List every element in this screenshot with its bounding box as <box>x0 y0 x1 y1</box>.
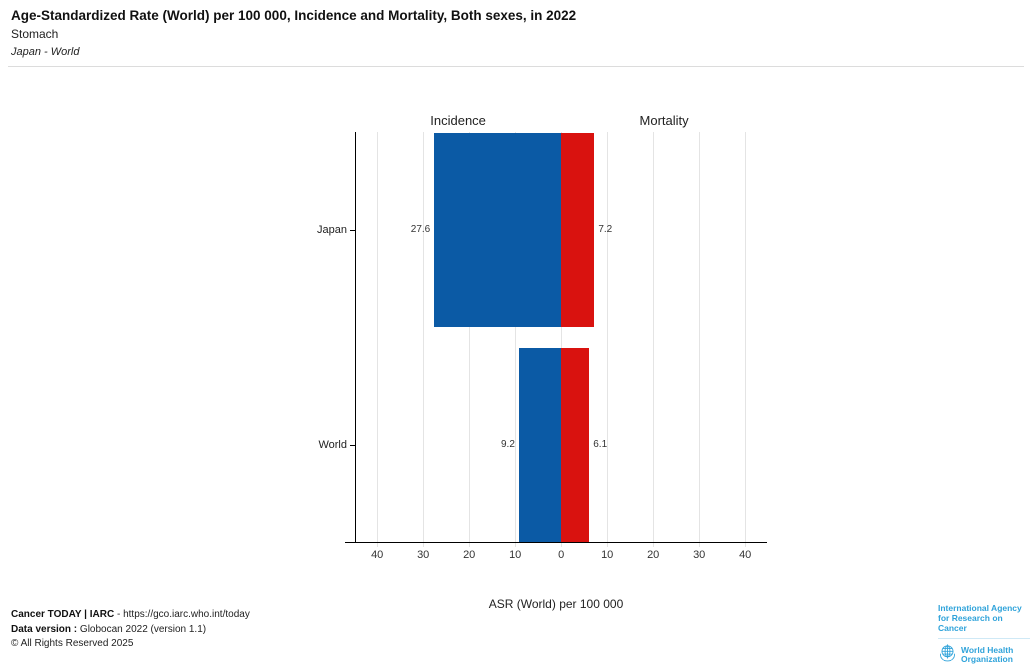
x-tick-label: 30 <box>417 549 430 561</box>
iarc-who-logo: International Agency for Research on Can… <box>938 603 1030 667</box>
category-tick <box>350 230 355 231</box>
incidence-value-label: 9.2 <box>500 439 515 450</box>
gridline <box>653 132 655 547</box>
incidence-bar <box>434 133 562 327</box>
x-tick-label: 10 <box>601 549 614 561</box>
incidence-bar <box>518 348 562 542</box>
mortality-column-header: Mortality <box>639 113 689 128</box>
page-title: Age-Standardized Rate (World) per 100 00… <box>11 8 577 23</box>
x-tick-label: 40 <box>739 549 752 561</box>
who-logo-line2: Organization <box>961 654 1013 664</box>
category-label: Japan <box>317 224 347 236</box>
gridline <box>699 132 701 547</box>
gridline <box>423 132 425 547</box>
who-logo-line1: World Health <box>961 644 1014 655</box>
mortality-bar <box>561 133 595 327</box>
iarc-logo-text: International Agency for Research on Can… <box>938 603 1030 633</box>
data-version-label: Data version : <box>11 623 78 635</box>
iarc-logo-line2: for Research on Cancer <box>938 613 1003 633</box>
category-label: World <box>318 439 347 451</box>
header-divider <box>8 66 1024 67</box>
who-emblem-icon <box>938 643 957 667</box>
gridline <box>377 132 379 547</box>
x-tick-label: 20 <box>463 549 476 561</box>
x-tick-label: 40 <box>371 549 384 561</box>
x-tick-label: 20 <box>647 549 660 561</box>
who-logo-row: World Health Organization <box>938 638 1030 667</box>
mortality-bar <box>561 348 590 542</box>
chart-header: Age-Standardized Rate (World) per 100 00… <box>11 8 576 58</box>
data-version-value: Globocan 2022 (version 1.1) <box>77 623 207 635</box>
credits-block: Cancer TODAY | IARC - https://gco.iarc.w… <box>11 608 250 652</box>
x-axis-title: ASR (World) per 100 000 <box>488 597 624 611</box>
x-axis-line <box>345 542 767 543</box>
gridline <box>515 132 517 547</box>
mortality-value-label: 7.2 <box>598 224 613 235</box>
gridline <box>561 132 563 547</box>
plot-area: Incidence Mortality 40 30 20 10 0 10 20 30 40 Jap… <box>317 113 767 561</box>
population-comparison-label: Japan - World <box>11 46 80 58</box>
category-tick <box>350 445 355 446</box>
x-tick-label: 30 <box>693 549 706 561</box>
gridline <box>607 132 609 547</box>
gridline <box>469 132 471 547</box>
credits-line-copyright: © All Rights Reserved 2025 <box>11 638 134 649</box>
credits-line-source: Cancer TODAY | IARC - https://gco.iarc.w… <box>11 608 250 623</box>
brand-url: - https://gco.iarc.who.int/today <box>114 609 250 620</box>
incidence-value-label: 27.6 <box>410 224 431 235</box>
x-tick-label: 0 <box>558 549 565 561</box>
iarc-logo-line1: International Agency <box>938 603 1022 613</box>
y-axis-line <box>355 132 356 543</box>
brand-label: Cancer TODAY | IARC <box>11 609 115 620</box>
credits-line-version: Data version : Globocan 2022 (version 1.… <box>11 623 250 638</box>
incidence-column-header: Incidence <box>430 113 486 128</box>
mortality-value-label: 6.1 <box>593 439 608 450</box>
cancer-site-subtitle: Stomach <box>11 27 59 41</box>
gridline <box>745 132 747 547</box>
who-logo-text: World Health Organization <box>961 644 1014 665</box>
x-tick-label: 10 <box>509 549 522 561</box>
